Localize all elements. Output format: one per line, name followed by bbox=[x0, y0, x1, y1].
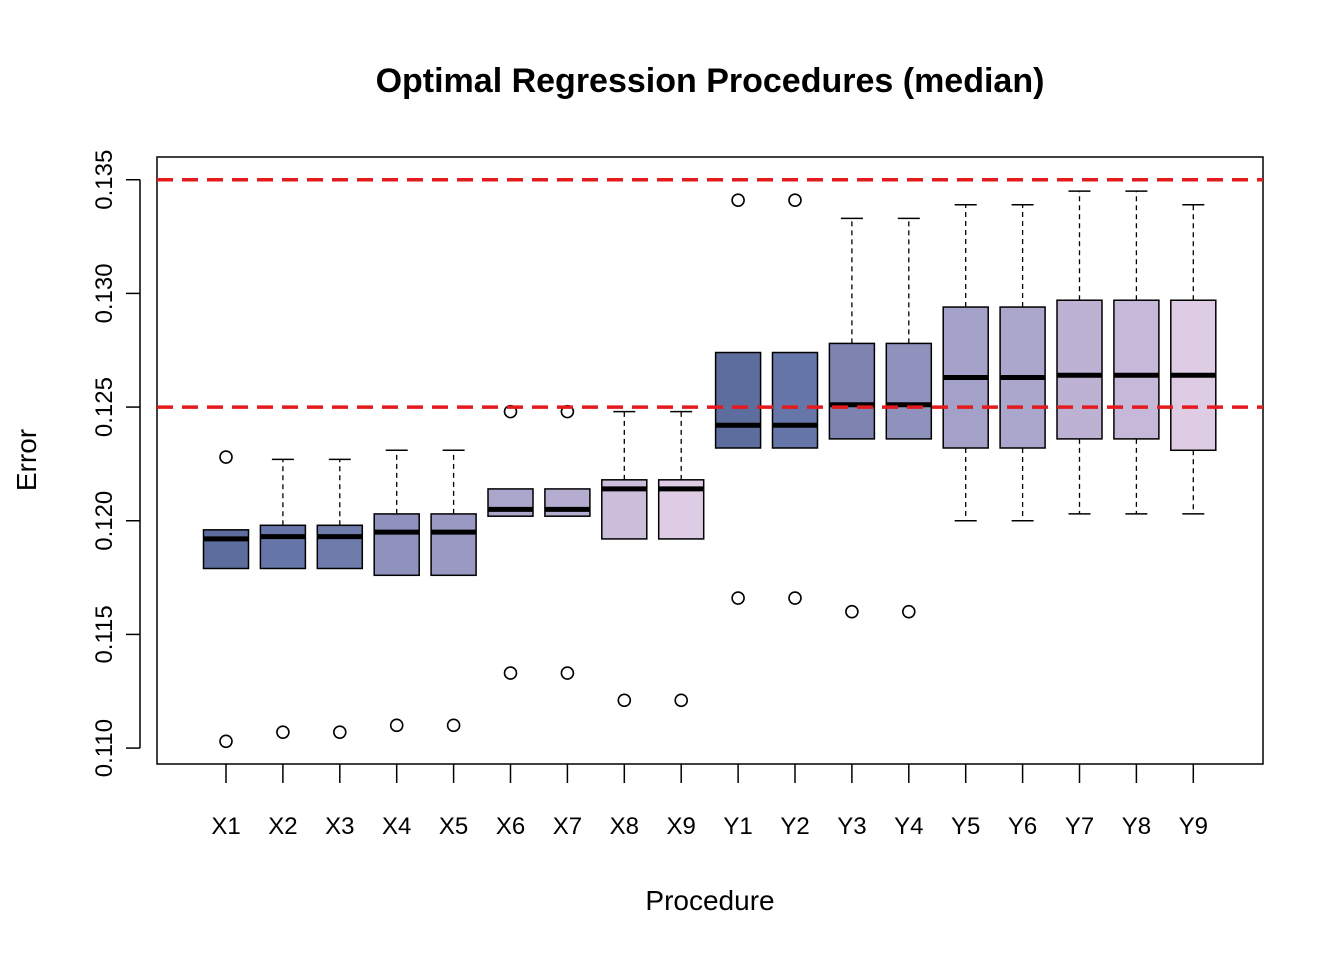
box-X6 bbox=[487, 488, 534, 517]
outlier-point bbox=[788, 591, 802, 605]
reference-lines bbox=[157, 177, 1263, 409]
x-tick-label: Y7 bbox=[1065, 813, 1094, 840]
x-tick-label: X6 bbox=[496, 813, 525, 840]
x-tick-label: Y8 bbox=[1122, 813, 1151, 840]
box-Y2 bbox=[771, 351, 819, 449]
x-axis-label: Procedure bbox=[645, 885, 774, 916]
outlier-point bbox=[731, 591, 745, 605]
x-tick-label: X3 bbox=[325, 813, 354, 840]
box-X5 bbox=[430, 513, 477, 577]
x-tick-label: Y1 bbox=[723, 813, 752, 840]
outlier-point bbox=[674, 693, 689, 708]
box-X1 bbox=[202, 529, 250, 570]
y-tick-label: 0.125 bbox=[91, 377, 118, 437]
x-tick-label: Y6 bbox=[1008, 813, 1037, 840]
outlier-point bbox=[845, 604, 859, 619]
outlier-point bbox=[219, 450, 233, 464]
outlier-point bbox=[503, 666, 518, 680]
y-tick-label: 0.120 bbox=[91, 491, 118, 551]
box-Y1 bbox=[714, 351, 762, 449]
x-tick-label: Y2 bbox=[780, 813, 809, 840]
outlier-point bbox=[389, 718, 404, 733]
box-Y7 bbox=[1056, 299, 1103, 440]
box-X4 bbox=[373, 513, 420, 577]
outlier-point bbox=[731, 193, 745, 207]
x-tick-label: Y4 bbox=[894, 813, 923, 840]
x-tick-label: Y5 bbox=[951, 813, 980, 840]
box-group bbox=[202, 190, 1217, 749]
x-tick-label: X2 bbox=[268, 813, 297, 840]
outlier-point bbox=[276, 725, 290, 739]
box-X7 bbox=[544, 488, 591, 517]
box-X3 bbox=[316, 524, 364, 570]
outlier-point bbox=[332, 725, 347, 739]
outlier-point bbox=[901, 604, 916, 619]
box-Y3 bbox=[828, 342, 876, 440]
x-axis: X1 X2 X3 X4 X5 X6 X7 X8 X9 Y1 Y2 Y3 Y4 Y5 Y6 Y7 Y8 Y9 bbox=[211, 764, 1208, 840]
x-tick-label: X9 bbox=[667, 813, 696, 840]
y-axis-label: Error bbox=[11, 429, 42, 491]
x-tick-label: X4 bbox=[382, 813, 411, 840]
outlier-point bbox=[788, 193, 802, 207]
box-X2 bbox=[259, 524, 307, 570]
y-tick-label: 0.130 bbox=[91, 263, 118, 323]
box-Y8 bbox=[1113, 299, 1160, 440]
plot-frame bbox=[156, 156, 1264, 765]
chart-title: Optimal Regression Procedures (median) bbox=[376, 62, 1045, 100]
x-tick-label: Y9 bbox=[1179, 813, 1208, 840]
y-tick-label: 0.135 bbox=[91, 150, 118, 210]
x-tick-label: X8 bbox=[610, 813, 639, 840]
y-axis: 0.110 0.115 0.120 0.125 0.130 0.135 bbox=[91, 150, 141, 777]
x-tick-label: X7 bbox=[553, 813, 582, 840]
outlier-point bbox=[560, 666, 575, 680]
x-tick-label: X1 bbox=[211, 813, 240, 840]
x-tick-label: Y3 bbox=[837, 813, 866, 840]
box-Y4 bbox=[885, 342, 933, 440]
outlier-point bbox=[219, 734, 233, 749]
outlier-point bbox=[617, 693, 632, 708]
outlier-point bbox=[446, 718, 461, 733]
y-tick-label: 0.115 bbox=[91, 605, 118, 663]
x-tick-label: X5 bbox=[439, 813, 468, 840]
y-tick-label: 0.110 bbox=[91, 719, 118, 777]
